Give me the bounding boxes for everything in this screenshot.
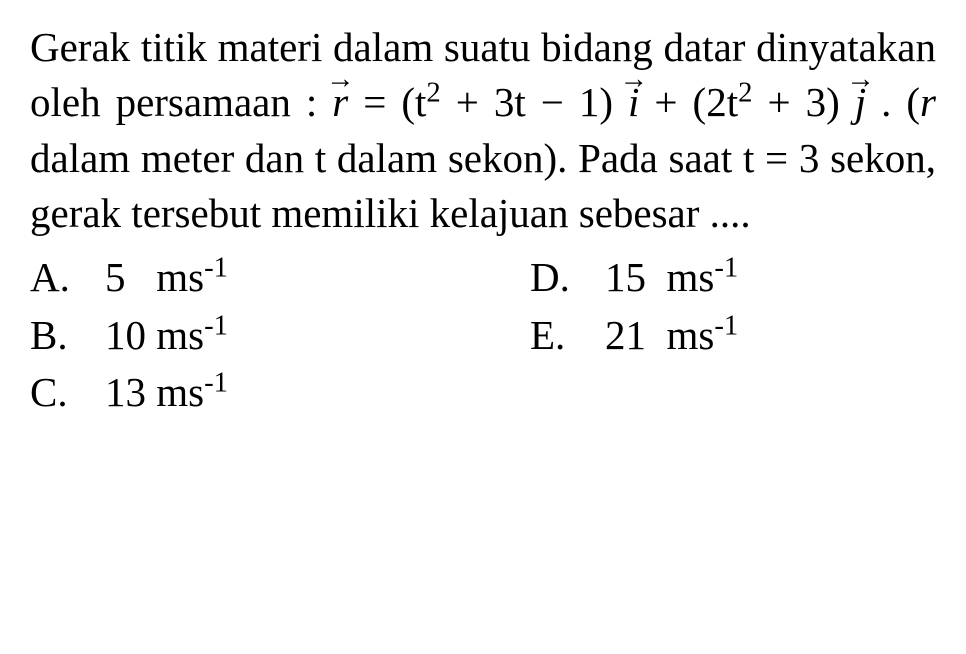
option-e-label: E. <box>530 307 605 364</box>
option-a-label: A. <box>30 249 105 306</box>
question-rest: dalam meter dan t dalam sekon). Pada saa… <box>30 135 936 236</box>
eq-part3: + (2t <box>639 79 738 125</box>
option-d: D. 15 ms-1 <box>530 249 936 306</box>
eq-part1: = (t <box>348 79 426 125</box>
option-a-value: 5 ms-1 <box>105 249 228 306</box>
vector-i: i <box>628 75 639 130</box>
option-row-3: C. 13 ms-1 <box>30 364 936 421</box>
sup-2b: 2 <box>738 77 752 109</box>
eq-part2: + 3t − 1) <box>441 79 628 125</box>
option-row-2: B. 10 ms-1 E. 21 ms-1 <box>30 307 936 364</box>
option-a: A. 5 ms-1 <box>30 249 530 306</box>
option-e-value: 21 ms-1 <box>605 307 738 364</box>
option-d-label: D. <box>530 249 605 306</box>
sup-2a: 2 <box>426 77 440 109</box>
option-c: C. 13 ms-1 <box>30 364 530 421</box>
r-italic: r <box>920 79 936 125</box>
eq-part4: + 3) <box>752 79 854 125</box>
option-row-1: A. 5 ms-1 D. 15 ms-1 <box>30 249 936 306</box>
option-d-value: 15 ms-1 <box>605 249 738 306</box>
options-container: A. 5 ms-1 D. 15 ms-1 B. 10 ms-1 E. 21 ms… <box>30 249 936 421</box>
option-b-label: B. <box>30 307 105 364</box>
vector-j: j <box>855 75 866 130</box>
option-c-value: 13 ms-1 <box>105 364 228 421</box>
option-b: B. 10 ms-1 <box>30 307 530 364</box>
option-c-label: C. <box>30 364 105 421</box>
question-text: Gerak titik materi dalam suatu bidang da… <box>30 20 936 241</box>
option-b-value: 10 ms-1 <box>105 307 228 364</box>
vector-r: r <box>332 75 348 130</box>
option-e: E. 21 ms-1 <box>530 307 936 364</box>
